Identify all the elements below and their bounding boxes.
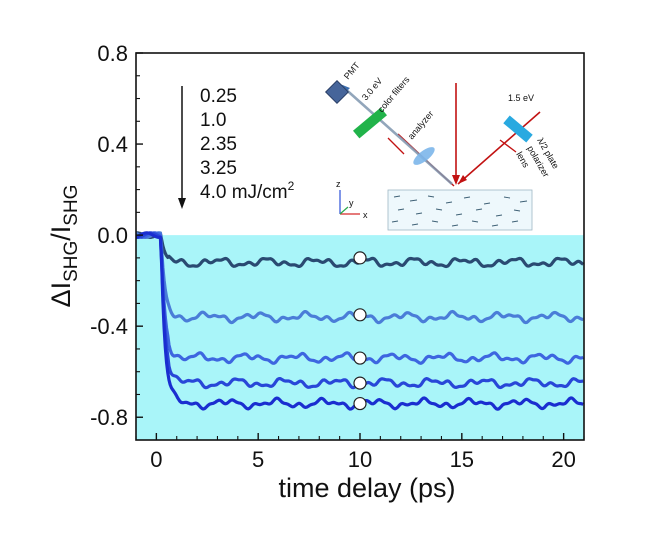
y-axis-title-sub2: SHG (61, 185, 82, 226)
legend-entry-4: 3.25 (200, 158, 237, 179)
inset-schematic: PMT 3.0 eV color filters analyzer 1.5 eV… (324, 60, 561, 231)
inset-sample (387, 189, 533, 231)
inset-axis-y-label: y (349, 198, 354, 208)
x-tick-label-3: 10 (348, 447, 372, 472)
data-marker-4 (353, 376, 367, 390)
x-tick-label-1: 0 (150, 447, 162, 472)
inset-pump-beam (457, 111, 541, 185)
x-tick-label-5: 20 (551, 447, 575, 472)
y-axis-title-slash: /I (46, 226, 76, 241)
y-tick-label-2: 0.4 (97, 132, 128, 157)
inset-axis-z-label: z (336, 179, 341, 189)
data-marker-2 (353, 308, 367, 322)
inset-color-filter (352, 107, 388, 139)
marker-layer (353, 251, 367, 411)
inset-pump-arrow (458, 175, 467, 184)
data-marker-3 (353, 351, 367, 365)
inset-half-wave-plate (503, 115, 533, 143)
y-tick-label-3: 0.0 (97, 223, 128, 248)
inset-label-pmt: PMT (342, 60, 362, 81)
inset-label-analyzer: analyzer (406, 109, 436, 141)
inset-axis-x-label: x (363, 210, 368, 220)
inset-pol-arrow-left (387, 137, 405, 155)
data-marker-1 (353, 251, 367, 265)
legend: 0.25 1.0 2.35 3.25 4.0 mJ/cm2 (178, 86, 295, 209)
inset-shg-beam (341, 85, 453, 185)
legend-entry-2: 1.0 (200, 110, 226, 131)
y-axis-title-sub1: SHG (61, 241, 82, 282)
y-tick-label-1: 0.8 (97, 41, 128, 66)
inset-pmt-detector (324, 79, 350, 105)
x-tick-label-4: 15 (450, 447, 474, 472)
y-tick-label-4: -0.4 (90, 314, 128, 339)
data-marker-5 (353, 396, 367, 411)
y-axis-title: ΔISHG/ISHG (46, 185, 82, 308)
tick-layer: 0 5 10 15 20 0.8 0.4 0.0 -0.4 -0.8 (90, 41, 585, 472)
legend-entry-1: 0.25 (200, 86, 237, 107)
x-axis-title: time delay (ps) (278, 473, 455, 503)
legend-unit-superscript: 2 (288, 179, 295, 193)
legend-entry-5: 4.0 mJ/cm2 (200, 179, 295, 203)
inset-lens-optic (413, 147, 435, 165)
inset-pol-arrow-right (499, 139, 517, 153)
inset-sample-texture (391, 195, 528, 227)
inset-normal-arrow (452, 175, 460, 185)
legend-entry-5-text: 4.0 mJ/cm (200, 182, 288, 203)
y-tick-label-5: -0.8 (90, 405, 128, 430)
inset-label-pump-energy: 1.5 eV (508, 93, 534, 103)
legend-arrow-head (178, 198, 186, 209)
legend-entry-3: 2.35 (200, 134, 237, 155)
y-axis-title-main: ΔI (46, 282, 76, 308)
inset-axis-y-line (339, 206, 349, 215)
x-tick-label-2: 5 (252, 447, 264, 472)
inset-label-probe-energy: 3.0 eV (360, 76, 384, 102)
